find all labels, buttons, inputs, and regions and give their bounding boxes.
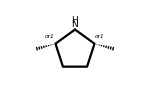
- Text: H: H: [72, 16, 78, 25]
- Text: or1: or1: [95, 34, 105, 39]
- Text: or1: or1: [45, 34, 55, 39]
- Text: N: N: [72, 20, 78, 29]
